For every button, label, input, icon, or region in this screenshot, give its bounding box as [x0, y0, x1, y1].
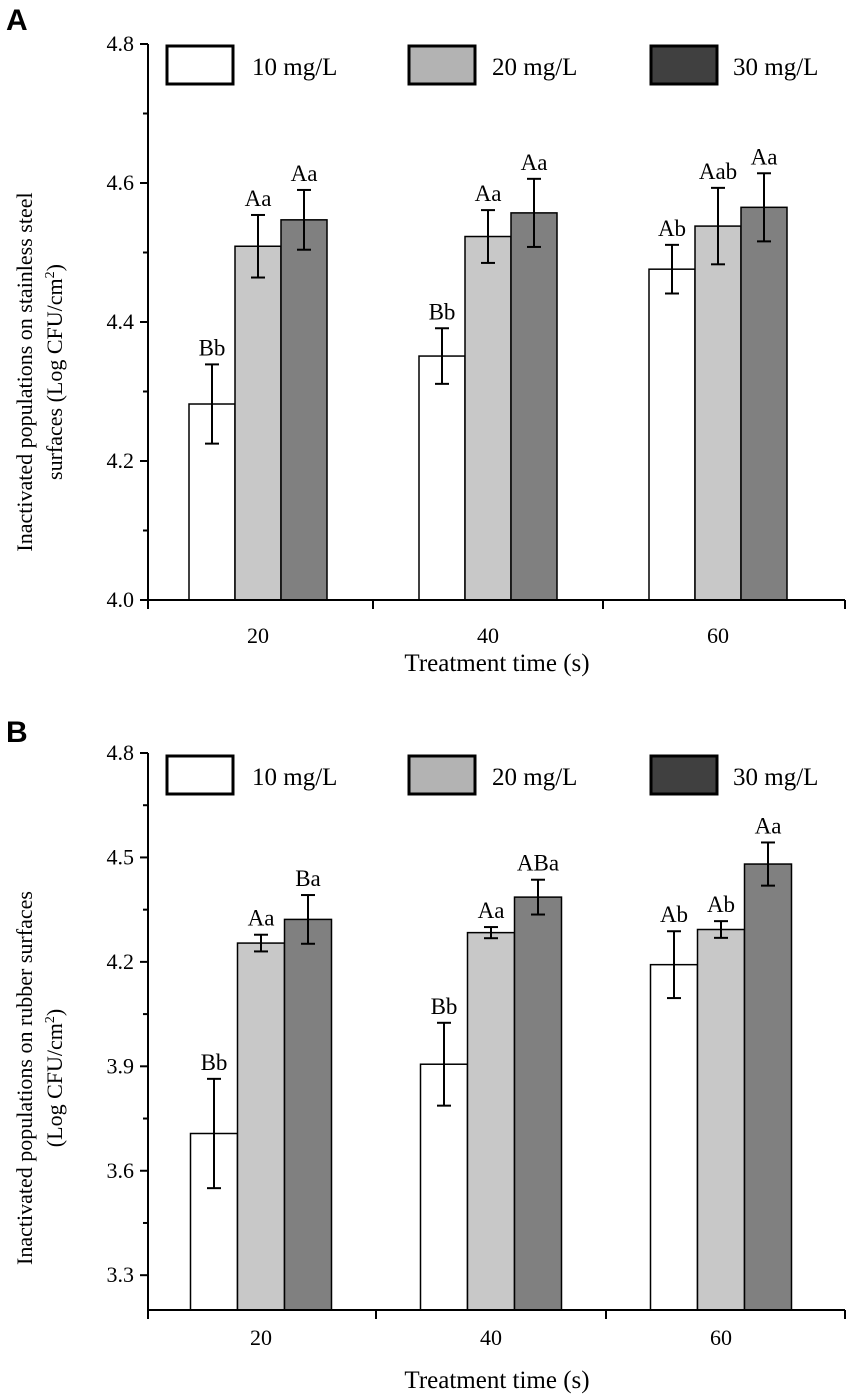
- panel-b-legend-label-1: 10 mg/L: [252, 764, 337, 791]
- panel-a-error-bar-40s-series-2: [481, 209, 495, 264]
- panel-b: B Inactivated populations on rubber surf…: [6, 716, 846, 1394]
- panel-a-error-bar-60s-series-2: [711, 186, 725, 266]
- panel-b-significance-label-20s-series-1: Bb: [201, 1050, 228, 1075]
- panel-b-error-bar-40s-series-2: [484, 926, 498, 940]
- panel-a-letter: A: [6, 4, 28, 37]
- panel-b-legend-item-3: 30 mg/L: [649, 754, 818, 796]
- panel-a-bar-40s-series-2: [464, 235, 512, 601]
- panel-a-bar-40s-series-3: [510, 212, 558, 601]
- panel-b-legend-swatch-3: [649, 754, 719, 796]
- panel-b-error-bar-40s-series-3: [531, 878, 545, 916]
- panel-a-y-axis-label: Inactivated populations on stainless ste…: [12, 192, 67, 551]
- panel-b-significance-label-60s-series-3: Aa: [755, 813, 782, 838]
- panel-a-error-bar-60s-series-3: [757, 172, 771, 243]
- panel-b-y-axis-label: Inactivated populations on rubber surfac…: [12, 891, 67, 1265]
- panel-b-legend-swatch-2: [407, 754, 477, 796]
- panel-b-bar-60s-series-2: [696, 928, 746, 1311]
- panel-b-legend-swatch-1: [165, 754, 235, 796]
- panel-b-error-bar-40s-series-1: [437, 1021, 451, 1107]
- panel-a-legend-item-2: 20 mg/L: [407, 44, 577, 86]
- panel-a-significance-label-20s-series-3: Aa: [291, 161, 318, 186]
- panel-b-legend-label-2: 20 mg/L: [492, 764, 577, 791]
- panel-a-y-tick-label: 4.2: [107, 448, 135, 473]
- panel-a-bar-40s-series-1: [418, 355, 466, 601]
- panel-b-y-tick-label: 3.9: [107, 1053, 135, 1078]
- panel-b-error-bar-20s-series-2: [254, 933, 268, 953]
- panel-b-y-tick-label: 4.5: [107, 844, 135, 869]
- panel-b-error-bar-60s-series-2: [714, 920, 728, 939]
- panel-a: A Inactivated populations on stainless s…: [6, 4, 846, 677]
- panel-a-ylabel-line1: Inactivated populations on stainless ste…: [12, 192, 37, 551]
- panel-a-ylabel-line2: surfaces (Log CFU/cm2): [42, 264, 67, 480]
- panel-a-significance-label-20s-series-2: Aa: [245, 186, 272, 211]
- panel-b-ylabel-line1: Inactivated populations on rubber surfac…: [12, 891, 37, 1265]
- panel-b-error-bar-20s-series-1: [207, 1077, 221, 1190]
- panel-b-letter: B: [6, 716, 28, 749]
- panel-a-error-bar-20s-series-1: [205, 363, 219, 445]
- panel-b-significance-label-60s-series-2: Ab: [707, 892, 735, 917]
- panel-b-x-axis-title: Treatment time (s): [404, 1367, 589, 1394]
- panel-b-significance-label-20s-series-2: Aa: [248, 906, 275, 931]
- panel-a-legend-item-3: 30 mg/L: [649, 44, 818, 86]
- panel-a-y-tick-label: 4.4: [107, 309, 135, 334]
- panel-a-y-tick-label: 4.0: [107, 587, 135, 612]
- panel-a-error-bar-60s-series-1: [665, 243, 679, 295]
- panel-a-legend-label-3: 30 mg/L: [733, 54, 818, 81]
- panel-a-significance-label-60s-series-3: Aa: [751, 144, 778, 169]
- panel-b-error-bar-60s-series-3: [761, 841, 775, 887]
- panel-b-bar-60s-series-1: [649, 963, 699, 1311]
- panel-b-bar-40s-series-2: [466, 931, 516, 1311]
- panel-b-legend-item-1: 10 mg/L: [165, 754, 337, 796]
- panel-b-significance-label-20s-series-3: Ba: [295, 866, 321, 891]
- panel-a-legend-label-2: 20 mg/L: [492, 54, 577, 81]
- panel-b-bar-60s-series-3: [743, 863, 793, 1311]
- panel-b-ylabel-line2: (Log CFU/cm2): [42, 1009, 67, 1147]
- panel-b-x-tick-label-60: 60: [710, 1325, 732, 1350]
- panel-a-bar-60s-series-3: [740, 206, 788, 601]
- panel-b-significance-label-60s-series-1: Ab: [660, 902, 688, 927]
- panel-a-error-bar-40s-series-1: [435, 327, 449, 385]
- panel-b-significance-label-40s-series-2: Aa: [478, 898, 505, 923]
- panel-a-error-bar-40s-series-3: [527, 177, 541, 248]
- panel-a-bar-20s-series-3: [280, 219, 328, 601]
- panel-a-legend-swatch-1: [165, 44, 235, 86]
- panel-a-legend-swatch-2: [407, 44, 477, 86]
- panel-a-significance-label-40s-series-3: Aa: [521, 150, 548, 175]
- panel-b-x-tick-label-40: 40: [480, 1325, 502, 1350]
- panel-a-significance-label-40s-series-2: Aa: [475, 181, 502, 206]
- panel-b-legend-label-3: 30 mg/L: [733, 764, 818, 791]
- panel-b-significance-label-40s-series-3: ABa: [517, 851, 559, 876]
- panel-b-error-bar-60s-series-1: [667, 930, 681, 1000]
- panel-a-legend-label-1: 10 mg/L: [252, 54, 337, 81]
- panel-a-legend-item-1: 10 mg/L: [165, 44, 337, 86]
- panel-a-x-tick-label-60: 60: [707, 623, 729, 648]
- panel-b-bar-20s-series-2: [236, 942, 286, 1311]
- panel-a-x-axis-title: Treatment time (s): [404, 650, 589, 677]
- panel-a-bar-60s-series-1: [648, 268, 696, 601]
- panel-b-y-tick-label: 3.3: [107, 1262, 135, 1287]
- panel-a-significance-label-60s-series-1: Ab: [658, 216, 686, 241]
- panel-a-y-tick-label: 4.6: [107, 170, 135, 195]
- panel-a-error-bar-20s-series-2: [251, 213, 265, 279]
- panel-b-significance-label-40s-series-1: Bb: [431, 994, 458, 1019]
- panel-a-bar-20s-series-2: [234, 245, 282, 601]
- panel-a-y-tick-label: 4.8: [107, 31, 135, 56]
- panel-a-significance-label-60s-series-2: Aab: [699, 159, 737, 184]
- panel-b-error-bar-20s-series-3: [301, 894, 315, 945]
- panel-a-x-tick-label-20: 20: [247, 623, 269, 648]
- panel-b-y-tick-label: 4.8: [107, 740, 135, 765]
- panel-b-legend-item-2: 20 mg/L: [407, 754, 577, 796]
- panel-b-y-tick-label: 3.6: [107, 1158, 135, 1183]
- panel-b-y-tick-label: 4.2: [107, 949, 135, 974]
- panel-a-significance-label-40s-series-1: Bb: [429, 299, 456, 324]
- panel-a-legend-swatch-3: [649, 44, 719, 86]
- panel-a-bar-60s-series-2: [694, 225, 742, 601]
- panel-a-error-bar-20s-series-3: [297, 188, 311, 251]
- panel-a-x-tick-label-40: 40: [477, 623, 499, 648]
- panel-b-bar-40s-series-3: [513, 896, 563, 1311]
- panel-b-x-tick-label-20: 20: [250, 1325, 272, 1350]
- panel-b-bar-20s-series-3: [283, 918, 333, 1311]
- panel-a-significance-label-20s-series-1: Bb: [199, 335, 226, 360]
